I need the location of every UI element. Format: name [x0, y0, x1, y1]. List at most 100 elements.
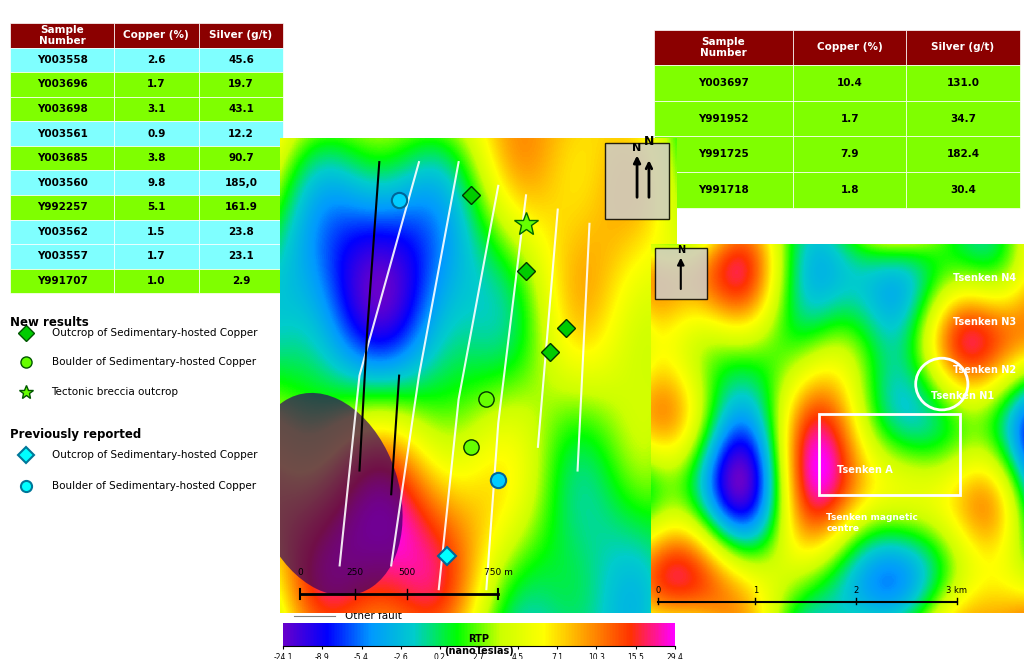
Text: N: N [644, 135, 654, 148]
FancyBboxPatch shape [10, 195, 114, 219]
FancyBboxPatch shape [199, 244, 283, 269]
Text: 750 m: 750 m [484, 568, 513, 577]
Text: Y991952: Y991952 [698, 113, 749, 124]
Text: 1: 1 [753, 586, 758, 594]
FancyBboxPatch shape [906, 101, 1020, 136]
Ellipse shape [253, 393, 403, 596]
Text: Mineralized Fault: Mineralized Fault [345, 558, 434, 569]
FancyBboxPatch shape [655, 248, 707, 299]
FancyBboxPatch shape [114, 72, 199, 97]
Text: Boulder of Sedimentary-hosted Copper: Boulder of Sedimentary-hosted Copper [52, 357, 255, 368]
FancyBboxPatch shape [10, 146, 114, 171]
Text: 131.0: 131.0 [947, 78, 980, 88]
FancyBboxPatch shape [199, 171, 283, 195]
FancyBboxPatch shape [606, 143, 668, 219]
Text: Tsenken A: Tsenken A [837, 465, 893, 474]
FancyBboxPatch shape [10, 47, 114, 72]
Text: 185,0: 185,0 [225, 178, 258, 188]
Text: 43.1: 43.1 [228, 104, 253, 114]
Text: Y003558: Y003558 [37, 55, 88, 65]
Text: N: N [632, 142, 642, 153]
FancyBboxPatch shape [906, 136, 1020, 172]
Text: Copper (%): Copper (%) [124, 30, 190, 40]
Text: 1.5: 1.5 [147, 227, 166, 237]
Text: Tsenken N3: Tsenken N3 [953, 317, 1017, 327]
Text: 5.1: 5.1 [147, 202, 166, 212]
Text: 1.0: 1.0 [147, 276, 166, 286]
FancyBboxPatch shape [199, 269, 283, 293]
Text: Y003562: Y003562 [37, 227, 88, 237]
Text: 3.8: 3.8 [147, 153, 166, 163]
Text: 0.9: 0.9 [147, 129, 166, 138]
Text: Normal fault: Normal fault [345, 585, 410, 595]
Text: Sample
Number: Sample Number [39, 24, 85, 46]
FancyBboxPatch shape [906, 172, 1020, 208]
FancyBboxPatch shape [199, 47, 283, 72]
FancyBboxPatch shape [114, 23, 199, 47]
Text: 3 km: 3 km [947, 586, 967, 594]
FancyBboxPatch shape [10, 121, 114, 146]
FancyBboxPatch shape [199, 219, 283, 244]
FancyBboxPatch shape [114, 97, 199, 121]
Text: 1.7: 1.7 [147, 80, 166, 90]
FancyBboxPatch shape [114, 146, 199, 171]
FancyBboxPatch shape [10, 219, 114, 244]
Text: 500: 500 [399, 568, 416, 577]
Text: Outcrop of Sedimentary-hosted Copper: Outcrop of Sedimentary-hosted Copper [52, 449, 258, 460]
FancyBboxPatch shape [10, 97, 114, 121]
FancyBboxPatch shape [906, 30, 1020, 65]
FancyBboxPatch shape [10, 269, 114, 293]
FancyBboxPatch shape [114, 47, 199, 72]
FancyBboxPatch shape [793, 65, 906, 101]
Text: 34.7: 34.7 [950, 113, 976, 124]
Text: 1.7: 1.7 [147, 252, 166, 262]
Text: 182.4: 182.4 [947, 149, 980, 159]
Text: Other fault: Other fault [345, 611, 402, 621]
Text: 1.7: 1.7 [840, 113, 859, 124]
Text: Boulder of Sedimentary-hosted Copper: Boulder of Sedimentary-hosted Copper [52, 481, 255, 492]
Text: New results: New results [10, 316, 89, 330]
Text: 2.9: 2.9 [232, 276, 250, 286]
FancyBboxPatch shape [114, 269, 199, 293]
FancyBboxPatch shape [199, 72, 283, 97]
Text: 0: 0 [297, 568, 303, 577]
Text: 19.7: 19.7 [228, 80, 253, 90]
Text: Y991707: Y991707 [37, 276, 88, 286]
Text: 7.9: 7.9 [840, 149, 859, 159]
Text: 1.8: 1.8 [840, 185, 859, 195]
Text: Tsenken N2: Tsenken N2 [953, 365, 1017, 375]
Text: 23.1: 23.1 [228, 252, 253, 262]
Text: 3.1: 3.1 [147, 104, 166, 114]
FancyBboxPatch shape [793, 30, 906, 65]
Text: Y003685: Y003685 [37, 153, 88, 163]
FancyBboxPatch shape [10, 244, 114, 269]
Text: 2.6: 2.6 [147, 55, 166, 65]
FancyBboxPatch shape [199, 146, 283, 171]
FancyBboxPatch shape [654, 101, 793, 136]
Text: Silver (g/t): Silver (g/t) [209, 30, 273, 40]
Text: 90.7: 90.7 [228, 153, 253, 163]
Text: Y003557: Y003557 [37, 252, 88, 262]
FancyBboxPatch shape [114, 219, 199, 244]
Text: Structure: Structure [294, 534, 356, 547]
Text: Y003561: Y003561 [37, 129, 88, 138]
Text: Sample
Number: Sample Number [700, 37, 747, 58]
Text: 30.4: 30.4 [950, 185, 976, 195]
FancyBboxPatch shape [906, 65, 1020, 101]
Text: N: N [677, 245, 685, 255]
Text: 161.9: 161.9 [225, 202, 258, 212]
Text: Tsenken N4: Tsenken N4 [953, 273, 1017, 283]
FancyBboxPatch shape [199, 23, 283, 47]
Text: 12.2: 12.2 [228, 129, 253, 138]
Text: Y992257: Y992257 [37, 202, 88, 212]
Text: 10.4: 10.4 [836, 78, 862, 88]
FancyBboxPatch shape [114, 171, 199, 195]
FancyBboxPatch shape [114, 121, 199, 146]
FancyBboxPatch shape [654, 172, 793, 208]
FancyBboxPatch shape [10, 72, 114, 97]
FancyBboxPatch shape [654, 136, 793, 172]
Text: 9.8: 9.8 [147, 178, 166, 188]
FancyBboxPatch shape [654, 65, 793, 101]
Text: Silver (g/t): Silver (g/t) [931, 42, 995, 53]
Bar [819, 414, 960, 495]
